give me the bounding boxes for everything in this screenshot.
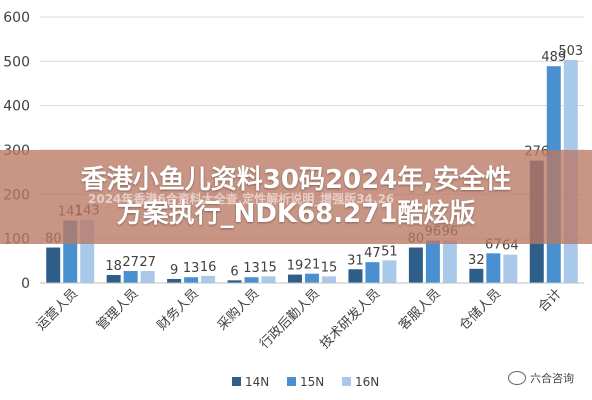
data-label: 80 bbox=[408, 232, 425, 247]
data-label: 503 bbox=[558, 44, 583, 59]
bar-14N-1 bbox=[106, 275, 121, 283]
y-tick-label: 100 bbox=[3, 232, 30, 248]
bar-15N-7 bbox=[486, 253, 501, 283]
data-label: 27 bbox=[122, 255, 139, 270]
bar-16N-6 bbox=[442, 240, 457, 283]
y-tick-label: 200 bbox=[3, 187, 30, 203]
legend-swatch-14N bbox=[232, 377, 241, 386]
legend-label: 16N bbox=[355, 375, 379, 389]
data-label: 489 bbox=[541, 50, 566, 65]
x-tick-label: 合计 bbox=[536, 286, 565, 315]
data-label: 21 bbox=[304, 258, 321, 273]
data-label: 51 bbox=[381, 244, 398, 259]
x-tick-label: 财务人员 bbox=[154, 286, 202, 334]
watermark-text: 六合咨询 bbox=[530, 372, 574, 385]
x-tick-label: 客服人员 bbox=[396, 286, 444, 334]
data-label: 6 bbox=[230, 264, 238, 279]
y-tick-label: 500 bbox=[3, 54, 30, 70]
bar-14N-6 bbox=[408, 247, 423, 283]
x-tick-label: 技术研发人员 bbox=[317, 286, 383, 352]
data-label: 19 bbox=[287, 259, 304, 274]
bar-16N-0 bbox=[80, 219, 95, 283]
bar-16N-4 bbox=[322, 276, 336, 283]
data-label: 276 bbox=[524, 145, 549, 160]
bar-15N-0 bbox=[63, 220, 78, 283]
y-tick-label: 300 bbox=[3, 143, 30, 159]
data-label: 9 bbox=[170, 263, 178, 278]
x-tick-label: 行政后勤人员 bbox=[257, 286, 323, 352]
bar-16N-5 bbox=[382, 260, 397, 283]
data-label: 13 bbox=[183, 261, 200, 276]
bar-14N-7 bbox=[469, 268, 484, 283]
bar-15N-5 bbox=[365, 262, 380, 283]
bar-14N-8 bbox=[529, 160, 544, 283]
x-tick-label: 采购人员 bbox=[214, 286, 262, 334]
y-tick-label: 400 bbox=[3, 99, 30, 115]
x-tick-label: 运营人员 bbox=[34, 286, 81, 333]
data-label: 18 bbox=[105, 259, 122, 274]
data-label: 96 bbox=[425, 224, 442, 239]
wechat-icon bbox=[508, 371, 526, 385]
data-label: 80 bbox=[45, 232, 62, 247]
bar-14N-4 bbox=[288, 274, 302, 283]
data-label: 31 bbox=[347, 253, 364, 268]
data-label: 64 bbox=[502, 239, 519, 254]
x-tick-label: 仓储人员 bbox=[457, 286, 504, 333]
bar-15N-6 bbox=[425, 240, 440, 283]
legend-swatch-15N bbox=[287, 377, 296, 386]
bar-14N-0 bbox=[46, 247, 61, 283]
bar-15N-8 bbox=[546, 66, 561, 284]
y-tick-label: 0 bbox=[21, 276, 30, 292]
bar-14N-5 bbox=[348, 269, 363, 283]
bar-14N-2 bbox=[167, 279, 182, 283]
legend-swatch-16N bbox=[342, 377, 351, 386]
data-label: 15 bbox=[321, 260, 338, 275]
bar-15N-2 bbox=[184, 277, 199, 283]
bar-16N-3 bbox=[261, 276, 276, 283]
bar-16N-8 bbox=[563, 60, 578, 284]
bar-16N-2 bbox=[201, 275, 216, 283]
legend-label: 15N bbox=[300, 375, 324, 389]
legend-label: 14N bbox=[245, 375, 269, 389]
data-label: 27 bbox=[139, 255, 156, 270]
x-tick-label: 管理人员 bbox=[94, 286, 141, 333]
data-label: 96 bbox=[442, 224, 459, 239]
bar-16N-7 bbox=[503, 254, 518, 283]
data-label: 32 bbox=[468, 253, 485, 268]
bar-15N-1 bbox=[123, 271, 138, 283]
data-label: 15 bbox=[260, 260, 277, 275]
watermark: 六合咨询 bbox=[508, 370, 574, 386]
data-label: 143 bbox=[75, 204, 100, 219]
data-label: 13 bbox=[243, 261, 260, 276]
bar-14N-3 bbox=[227, 280, 242, 283]
data-label: 47 bbox=[364, 246, 381, 261]
data-label: 67 bbox=[485, 237, 502, 252]
data-label: 16 bbox=[200, 260, 217, 275]
bar-15N-4 bbox=[305, 273, 319, 283]
bar-15N-3 bbox=[244, 277, 259, 283]
bar-16N-1 bbox=[140, 271, 155, 283]
y-tick-label: 600 bbox=[3, 10, 30, 26]
